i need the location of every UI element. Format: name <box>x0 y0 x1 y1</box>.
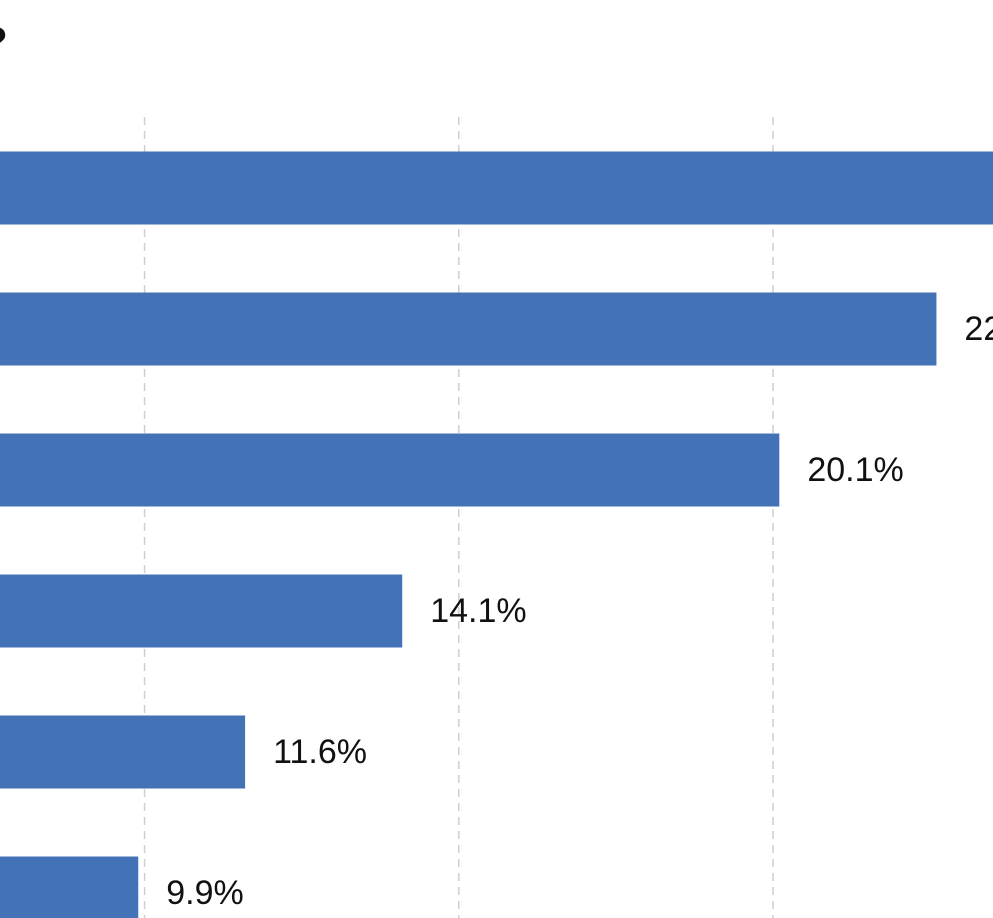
value-label: 22.6% <box>964 310 993 348</box>
bar <box>0 433 780 507</box>
value-label: 11.6% <box>273 733 367 771</box>
bar <box>0 856 139 918</box>
bar <box>0 574 403 648</box>
value-label: 14.1% <box>430 592 526 630</box>
bar <box>0 151 993 225</box>
bar <box>0 292 937 366</box>
bar <box>0 715 246 789</box>
value-label: 9.9% <box>166 874 244 912</box>
value-label: 20.1% <box>807 451 903 489</box>
chart-title: ? <box>0 18 8 65</box>
